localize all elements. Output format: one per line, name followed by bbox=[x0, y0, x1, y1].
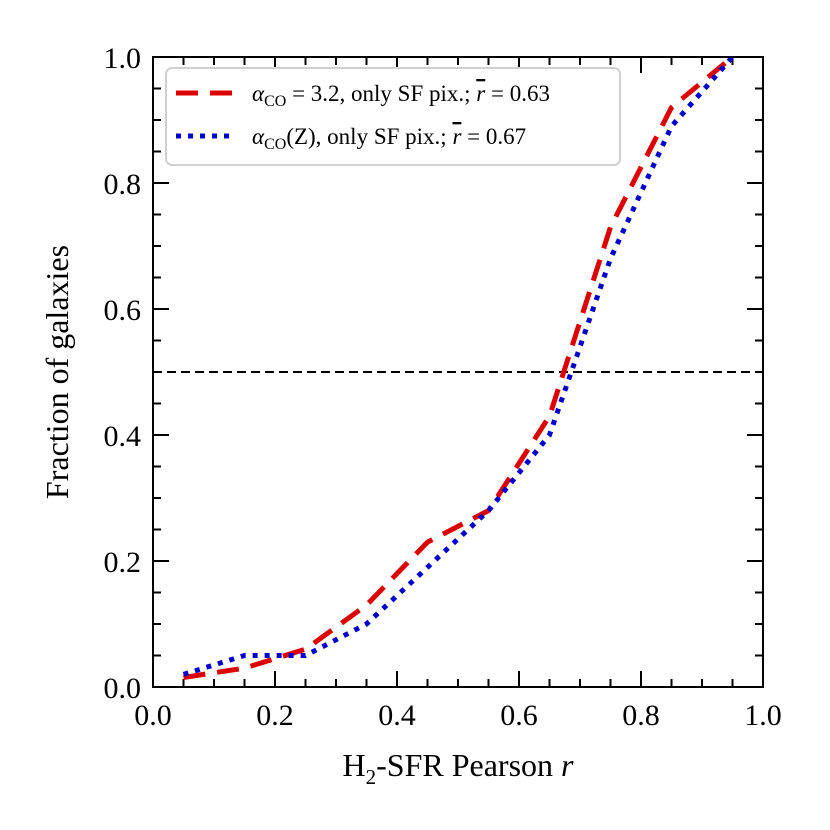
series-line-dashed bbox=[183, 55, 735, 680]
y-tick-label: 0.6 bbox=[104, 294, 142, 327]
x-tick-labels: 0.0 0.2 0.4 0.6 0.8 1.0 bbox=[134, 699, 782, 732]
series-layer bbox=[182, 55, 735, 680]
y-tick-label: 0.8 bbox=[104, 168, 142, 201]
legend-entry-alpha-metallicity: αCO(Z), only SF pix.; r = 0.67 bbox=[252, 124, 526, 153]
y-tick-label: 0.4 bbox=[104, 420, 142, 453]
y-tick-label: 1.0 bbox=[104, 42, 142, 75]
x-tick-label: 0.8 bbox=[622, 699, 660, 732]
legend-entry-alpha-fixed: αCO = 3.2, only SF pix.; r = 0.63 bbox=[252, 81, 550, 110]
x-tick-label: 0.2 bbox=[256, 699, 294, 732]
legend-box bbox=[165, 67, 621, 166]
y-tick-label: 0.0 bbox=[104, 672, 142, 705]
y-tick-labels: 0.0 0.2 0.4 0.6 0.8 1.0 bbox=[104, 42, 142, 705]
x-tick-label: 1.0 bbox=[744, 699, 782, 732]
x-tick-label: 0.6 bbox=[500, 699, 538, 732]
legend: αCO = 3.2, only SF pix.; r = 0.63 αCO(Z)… bbox=[165, 67, 621, 166]
x-axis-label: H2-SFR Pearson r bbox=[343, 747, 575, 789]
plot-frame bbox=[152, 56, 764, 688]
x-tick-label: 0.4 bbox=[378, 699, 416, 732]
y-axis-label: Fraction of galaxies bbox=[39, 245, 75, 499]
x-tick-label: 0.0 bbox=[134, 699, 172, 732]
y-tick-label: 0.2 bbox=[104, 546, 142, 579]
